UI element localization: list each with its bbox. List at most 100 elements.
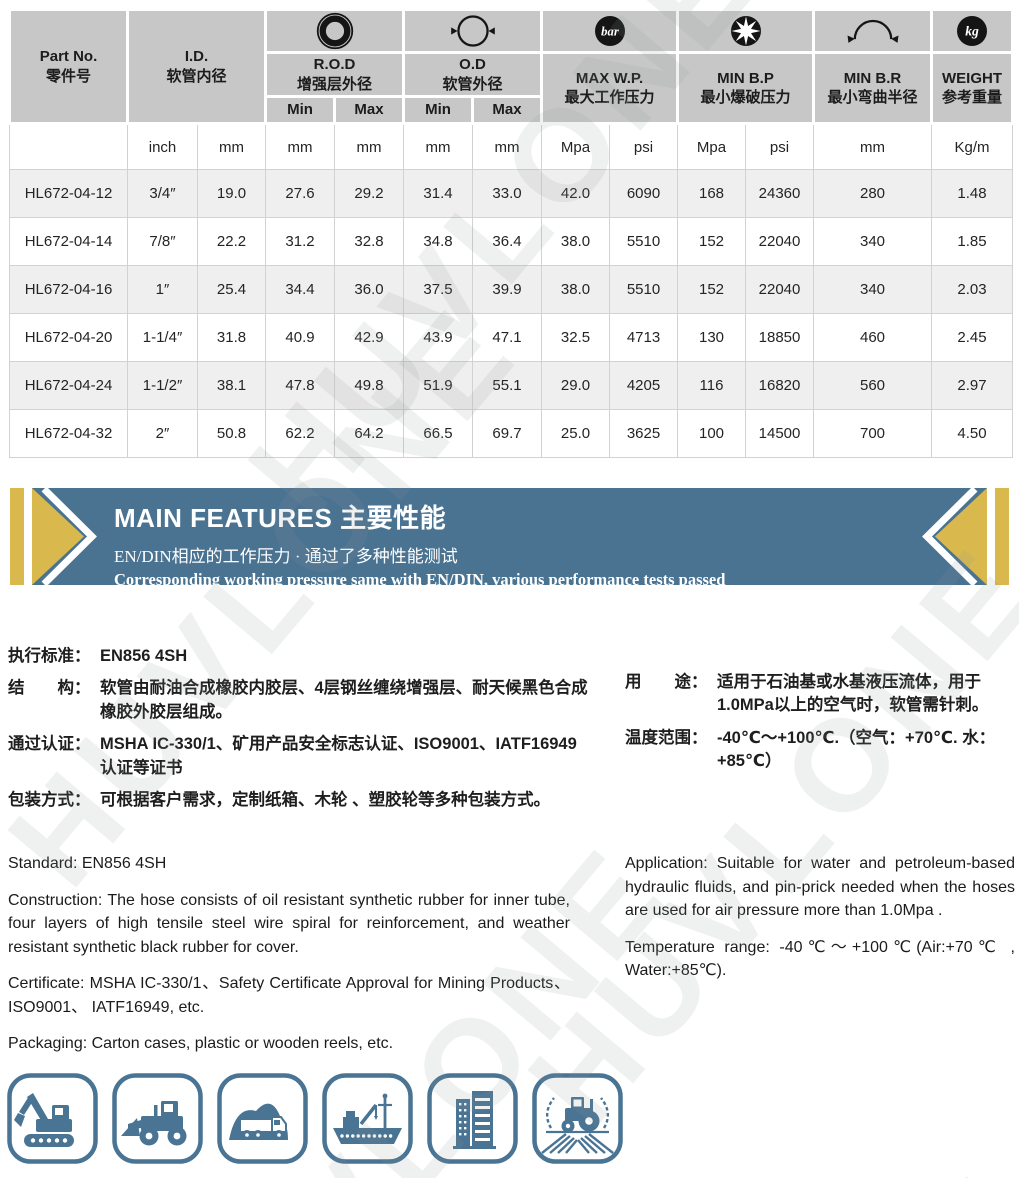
spec-item-text: 软管由耐油合成橡胶内胶层、4层钢丝缠绕增强层、耐天候黑色合成橡胶外胶层组成。 bbox=[100, 679, 588, 721]
table-cell: 36.0 bbox=[334, 265, 405, 314]
table-cell: 2″ bbox=[127, 409, 198, 458]
table-cell: 2.97 bbox=[931, 361, 1014, 410]
wheel-loader-icon bbox=[112, 1073, 203, 1164]
building-icon bbox=[427, 1073, 518, 1164]
table-cell: 152 bbox=[677, 265, 747, 314]
svg-text:kg: kg bbox=[965, 24, 979, 39]
spec-item-zh: 结 构： 软管由耐油合成橡胶内胶层、4层钢丝缠绕增强层、耐天候黑色合成橡胶外胶层组… bbox=[8, 677, 593, 724]
watermark-text: HUVLONE bbox=[500, 517, 1019, 1153]
od-label-en: O.D bbox=[459, 56, 486, 73]
header-label-row: R.O.D 增强层外径 O.D 软管外径 MAX W.P. 最大工作压力 MIN… bbox=[10, 51, 1015, 125]
rod-label-zh: 增强层外径 bbox=[297, 75, 373, 93]
spec-item-zh: 执行标准： EN856 4SH bbox=[8, 645, 593, 668]
table-cell: 18850 bbox=[745, 313, 815, 362]
spec-table-section: Part No. 零件号 I.D. 软管内径 bbox=[8, 8, 1015, 458]
spec-item-label: 通过认证： bbox=[8, 735, 91, 754]
table-cell: 2.03 bbox=[931, 265, 1014, 314]
specs-en-right: Application: Suitable for water and petr… bbox=[625, 852, 1015, 996]
banner-title-zh: 主要性能 bbox=[340, 503, 447, 533]
specs-zh-left: 执行标准： EN856 4SH 结 构： 软管由耐油合成橡胶内胶层、4层钢丝缠绕增强层… bbox=[8, 645, 593, 822]
table-cell: 40.9 bbox=[265, 313, 336, 362]
table-cell: 2.45 bbox=[931, 313, 1014, 362]
spec-paragraph-en: Certificate: MSHA IC-330/1、Safety Certif… bbox=[8, 975, 570, 1016]
table-cell: 50.8 bbox=[196, 409, 267, 458]
unit-cell: mm bbox=[334, 123, 405, 170]
table-cell: 38.0 bbox=[541, 265, 611, 314]
part-no-cell: HL672-04-20 bbox=[9, 313, 128, 362]
unit-cell: Mpa bbox=[541, 123, 611, 170]
col-header-od: O.D 软管外径 bbox=[402, 51, 544, 98]
specs-zh-right: 用 途： 适用于石油基或水基液压流体，用于1.0MPa以上的空气时，软管需针刺。温… bbox=[625, 671, 1015, 783]
spec-item-text: MSHA IC-330/1、矿用产品安全标志认证、ISO9001、IATF169… bbox=[100, 735, 577, 777]
table-cell: 42.9 bbox=[334, 313, 405, 362]
table-cell: 64.2 bbox=[334, 409, 405, 458]
unit-cell: psi bbox=[745, 123, 815, 170]
table-cell: 32.8 bbox=[334, 217, 405, 266]
spec-table-body: inch mm mm mm mm mm Mpa psi Mpa psi mm Kg/m HL672-0… bbox=[9, 123, 1014, 458]
table-cell: 31.8 bbox=[196, 313, 267, 362]
part-no-cell: HL672-04-12 bbox=[9, 169, 128, 218]
table-cell: 69.7 bbox=[472, 409, 543, 458]
table-cell: 168 bbox=[677, 169, 747, 218]
table-row: HL672-04-16 1″ 25.4 34.4 36.0 37.5 39.9 38.0 551… bbox=[9, 265, 1014, 314]
spec-item-zh: 包装方式： 可根据客户需求，定制纸箱、木轮 、塑胶轮等多种包装方式。 bbox=[8, 789, 593, 812]
table-cell: 3/4″ bbox=[127, 169, 198, 218]
table-cell: 19.0 bbox=[196, 169, 267, 218]
part-no-cell: HL672-04-16 bbox=[9, 265, 128, 314]
table-cell: 4713 bbox=[609, 313, 679, 362]
spec-item-text: 适用于石油基或水基液压流体，用于1.0MPa以上的空气时，软管需针刺。 bbox=[717, 673, 989, 715]
table-cell: 3625 bbox=[609, 409, 679, 458]
spec-item-label: 用 途： bbox=[625, 673, 708, 691]
table-cell: 29.2 bbox=[334, 169, 405, 218]
table-cell: 22040 bbox=[745, 265, 815, 314]
spec-paragraph-en: Standard: EN856 4SH bbox=[8, 855, 167, 872]
table-row: HL672-04-14 7/8″ 22.2 31.2 32.8 34.8 36.4 38.0 5… bbox=[9, 217, 1014, 266]
table-cell: 130 bbox=[677, 313, 747, 362]
table-cell: 31.4 bbox=[403, 169, 474, 218]
table-cell: 38.1 bbox=[196, 361, 267, 410]
table-row: HL672-04-24 1-1/2″ 38.1 47.8 49.8 51.9 55.1 29.… bbox=[9, 361, 1014, 410]
table-cell: 33.0 bbox=[472, 169, 543, 218]
unit-cell: Mpa bbox=[677, 123, 747, 170]
spec-item-zh: 用 途： 适用于石油基或水基液压流体，用于1.0MPa以上的空气时，软管需针刺。 bbox=[625, 671, 1015, 718]
unit-cell: mm bbox=[813, 123, 933, 170]
table-cell: 22.2 bbox=[196, 217, 267, 266]
rod-label-en: R.O.D bbox=[313, 56, 356, 73]
table-cell: 42.0 bbox=[541, 169, 611, 218]
table-cell: 4205 bbox=[609, 361, 679, 410]
unit-cell: mm bbox=[196, 123, 267, 170]
table-cell: 1″ bbox=[127, 265, 198, 314]
cargo-ship-icon bbox=[322, 1073, 413, 1164]
dump-truck-icon bbox=[217, 1073, 308, 1164]
outer-diameter-icon bbox=[402, 8, 544, 54]
table-cell: 34.8 bbox=[403, 217, 474, 266]
main-features-banner: MAIN FEATURES 主要性能 EN/DIN相应的工作压力 · 通过了多种… bbox=[8, 488, 1011, 585]
spec-item-text: 可根据客户需求，定制纸箱、木轮 、塑胶轮等多种包装方式。 bbox=[100, 791, 551, 810]
spec-item-label: 温度范围： bbox=[625, 728, 708, 747]
banner-text-block: MAIN FEATURES 主要性能 EN/DIN相应的工作压力 · 通过了多种… bbox=[108, 488, 911, 585]
min-bp-label-en: MIN B.P bbox=[717, 69, 774, 87]
application-icons-row bbox=[6, 1072, 624, 1165]
table-cell: 47.1 bbox=[472, 313, 543, 362]
table-cell: 116 bbox=[677, 361, 747, 410]
table-cell: 340 bbox=[813, 217, 933, 266]
unit-cell: mm bbox=[265, 123, 336, 170]
rod-ring-icon bbox=[264, 8, 406, 54]
spec-item-text: EN856 4SH bbox=[100, 647, 188, 665]
unit-cell: Kg/m bbox=[931, 123, 1014, 170]
part-no-label-en: Part No. bbox=[39, 48, 98, 65]
banner-left-chevron-decoration bbox=[8, 488, 108, 585]
table-cell: 51.9 bbox=[403, 361, 474, 410]
spec-paragraph-en: Application: Suitable for water and petr… bbox=[625, 855, 1015, 920]
part-no-cell: HL672-04-24 bbox=[9, 361, 128, 410]
excavator-icon bbox=[7, 1073, 98, 1164]
svg-text:bar: bar bbox=[601, 25, 620, 39]
table-cell: 27.6 bbox=[265, 169, 336, 218]
table-cell: 560 bbox=[813, 361, 933, 410]
col-header-id: I.D. 软管内径 bbox=[125, 8, 268, 125]
table-cell: 22040 bbox=[745, 217, 815, 266]
table-cell: 340 bbox=[813, 265, 933, 314]
table-cell: 47.8 bbox=[265, 361, 336, 410]
table-cell: 25.4 bbox=[196, 265, 267, 314]
